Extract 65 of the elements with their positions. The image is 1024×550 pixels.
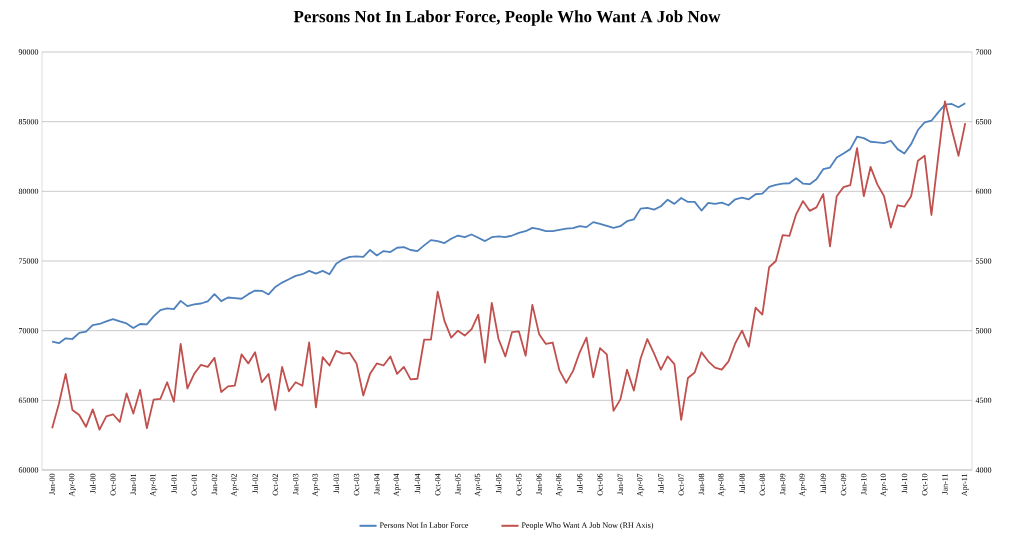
x-tick-label: Apr-11 — [961, 474, 969, 497]
legend-label: People Who Want A Job Now (RH Axis) — [521, 522, 654, 530]
x-tick-label: Jan-11 — [942, 474, 948, 495]
y2-tick-label: 5000 — [976, 327, 992, 334]
chart-title: Persons Not In Labor Force, People Who Want A Job Now — [293, 10, 721, 26]
x-tick-label: Oct-07 — [678, 473, 684, 496]
x-tick-label: Oct-05 — [516, 473, 522, 496]
x-tick-label: Jul-02 — [252, 473, 258, 494]
x-tick-label: Jul-08 — [739, 473, 745, 494]
x-tick-label: Oct-03 — [353, 473, 360, 496]
x-tick-label: Jan-07 — [617, 473, 623, 495]
y-tick-label: 85000 — [18, 118, 39, 125]
line-series — [51, 100, 967, 431]
x-tick-label: Oct-08 — [759, 473, 766, 496]
x-tick-label: Apr-00 — [68, 473, 76, 497]
x-tick-label: Jul-09 — [820, 473, 827, 494]
y-tick-label: 65000 — [18, 397, 39, 404]
y-tick-label: 60000 — [18, 467, 39, 473]
y-tick-label: 90000 — [18, 49, 39, 55]
x-tick-label: Oct-09 — [840, 473, 847, 496]
x-tick-label: Oct-02 — [272, 473, 279, 496]
x-tick-label: Jan-10 — [861, 473, 867, 495]
y2-tick-label: 6000 — [975, 188, 992, 195]
y-tick-label: 70000 — [19, 327, 39, 334]
line-series — [51, 102, 967, 345]
x-tick-label: Oct-06 — [597, 473, 603, 496]
x-tick-label: Oct-01 — [191, 474, 197, 496]
x-tick-label: Apr-05 — [474, 473, 482, 497]
x-tick-label: Jan-00 — [49, 473, 55, 495]
y-tick-label: 80000 — [18, 188, 39, 195]
y2-tick-label: 5500 — [976, 258, 992, 264]
x-tick-label: Apr-06 — [555, 473, 563, 497]
x-tick-label: Oct-10 — [921, 473, 928, 496]
x-tick-label: Apr-02 — [231, 473, 239, 497]
x-tick-label: Jul-06 — [576, 473, 583, 494]
x-tick-label: Jul-10 — [901, 473, 908, 494]
x-tick-label: Oct-00 — [110, 473, 116, 496]
y2-tick-label: 4000 — [975, 467, 992, 473]
x-tick-label: Apr-08 — [718, 473, 726, 497]
x-tick-label: Jan-01 — [130, 474, 137, 495]
x-tick-label: Jan-04 — [374, 473, 380, 495]
x-tick-label: Apr-10 — [880, 473, 888, 497]
x-tick-label: Apr-03 — [312, 473, 320, 497]
x-tick-label: Jul-05 — [495, 473, 502, 494]
x-tick-label: Jan-09 — [779, 473, 786, 495]
x-tick-label: Apr-01 — [150, 474, 158, 497]
x-tick-label: Apr-07 — [637, 473, 645, 497]
x-tick-label: Jul-00 — [89, 473, 96, 494]
x-tick-label: Oct-04 — [434, 473, 441, 496]
y2-tick-label: 7000 — [976, 49, 992, 55]
y2-tick-label: 6500 — [975, 118, 992, 125]
x-tick-label: Jan-05 — [455, 473, 461, 495]
x-tick-label: Jul-04 — [414, 473, 421, 494]
x-tick-label: Jan-03 — [292, 473, 299, 495]
x-tick-label: Apr-04 — [393, 473, 401, 497]
y-tick-label: 75000 — [19, 258, 39, 264]
x-tick-label: Jan-06 — [536, 473, 542, 495]
x-tick-label: Jan-02 — [211, 473, 218, 495]
x-tick-label: Jul-03 — [333, 473, 340, 494]
x-tick-label: Apr-09 — [799, 473, 807, 497]
y2-tick-label: 4500 — [975, 397, 992, 404]
x-tick-label: Jan-08 — [698, 473, 705, 495]
x-tick-label: Jul-01 — [171, 474, 177, 494]
x-tick-label: Jul-07 — [658, 473, 664, 494]
legend-label: Persons Not In Labor Force — [379, 522, 469, 528]
